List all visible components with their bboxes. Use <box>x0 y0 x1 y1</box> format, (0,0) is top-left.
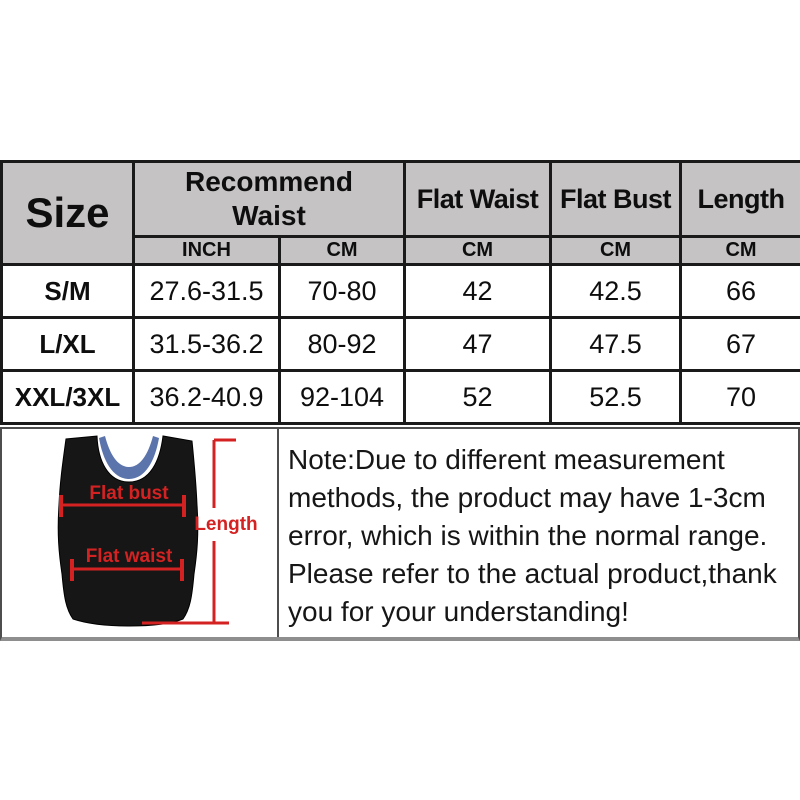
flat-bust-cell: 47.5 <box>549 316 682 372</box>
waist-label: Flat waist <box>86 546 173 567</box>
inch-cell: 36.2-40.9 <box>132 369 281 425</box>
note-line: Note:Due to different measurement <box>288 444 725 475</box>
table-row-lxl: L/XL 31.5-36.2 80-92 47 47.5 67 <box>0 316 800 372</box>
flat-bust-cell: 52.5 <box>549 369 682 425</box>
inch-cell: 31.5-36.2 <box>132 316 281 372</box>
flat-bust-header: Flat Bust <box>549 160 682 238</box>
size-cell: XXL/3XL <box>0 369 135 425</box>
vest-diagram-cell: Flat bust Flat waist Length <box>2 429 279 637</box>
vest-diagram: Flat bust Flat waist Length <box>57 435 258 627</box>
cm-cell: 92-104 <box>278 369 406 425</box>
cm-cell: 70-80 <box>278 263 406 319</box>
vest-silhouette <box>57 435 199 627</box>
size-column-header: Size <box>0 160 135 266</box>
flat-waist-cell: 52 <box>403 369 552 425</box>
flat-bust-cell: 42.5 <box>549 263 682 319</box>
vest-collar <box>99 436 159 479</box>
recommend-waist-header: Recommend Waist <box>132 160 406 238</box>
unit-cm-header-recommend: CM <box>278 235 406 266</box>
recommend-waist-header-label: Recommend Waist <box>184 165 354 231</box>
inch-cell: 27.6-31.5 <box>132 263 281 319</box>
size-cell: L/XL <box>0 316 135 372</box>
unit-inch-header: INCH <box>132 235 281 266</box>
note-text-block: Note:Due to different measurement method… <box>279 429 798 637</box>
size-chart-table: Size Recommend Waist Flat Waist Flat Bus… <box>0 160 800 425</box>
bust-label: Flat bust <box>89 483 169 504</box>
note-line: Please refer to the actual product,thank <box>288 558 777 589</box>
length-cell: 70 <box>679 369 800 425</box>
unit-cm-header-length: CM <box>679 235 800 266</box>
unit-cm-header-flat-waist: CM <box>403 235 552 266</box>
note-line: you for your understanding! <box>288 596 629 627</box>
note-line: methods, the product may have 1-3cm <box>288 482 766 513</box>
table-row-xxl3xl: XXL/3XL 36.2-40.9 92-104 52 52.5 70 <box>0 369 800 425</box>
length-cell: 66 <box>679 263 800 319</box>
note-section: Flat bust Flat waist Length Note:Due to … <box>0 427 800 641</box>
flat-waist-cell: 47 <box>403 316 552 372</box>
flat-waist-header: Flat Waist <box>403 160 552 238</box>
table-row-sm: S/M 27.6-31.5 70-80 42 42.5 66 <box>0 263 800 319</box>
length-label: Length <box>194 514 257 535</box>
length-cell: 67 <box>679 316 800 372</box>
note-line: error, which is within the normal range. <box>288 520 768 551</box>
flat-waist-cell: 42 <box>403 263 552 319</box>
cm-cell: 80-92 <box>278 316 406 372</box>
length-header: Length <box>679 160 800 238</box>
unit-cm-header-flat-bust: CM <box>549 235 682 266</box>
size-cell: S/M <box>0 263 135 319</box>
